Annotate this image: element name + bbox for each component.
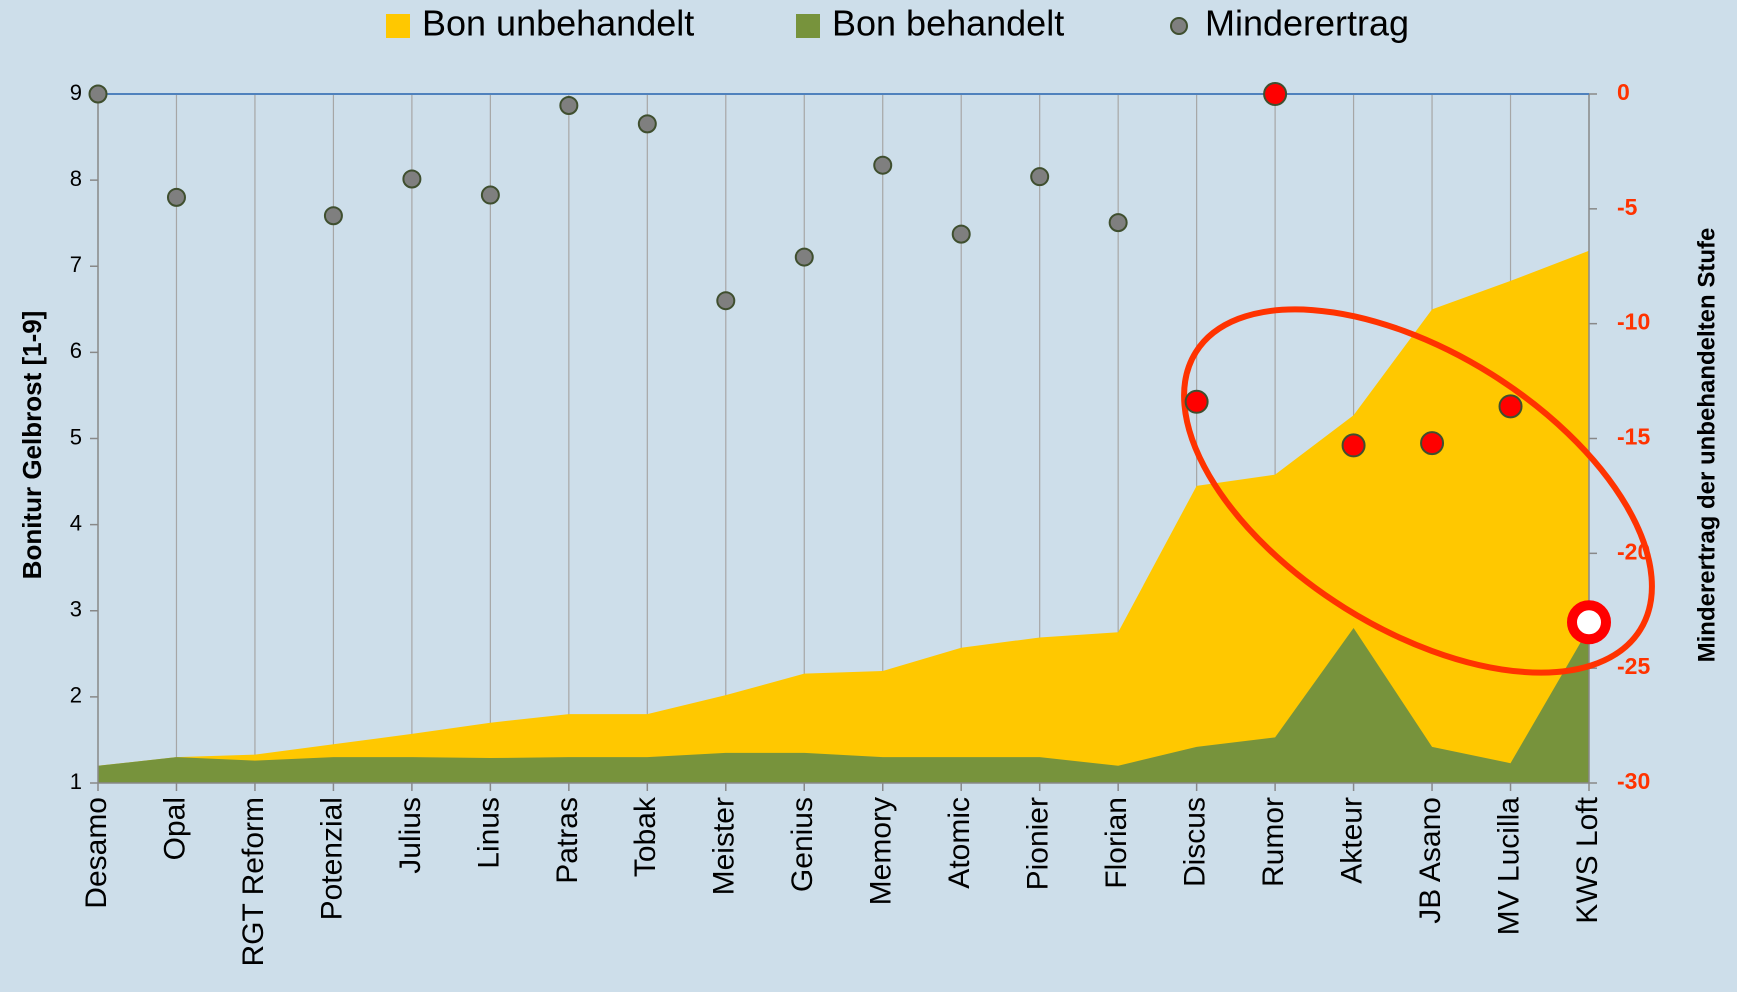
x-tick-label: Tobak <box>629 796 662 877</box>
point <box>873 155 893 175</box>
y-tick-label: 8 <box>70 166 82 191</box>
highlight-ellipse <box>1181 306 1655 676</box>
point <box>1108 213 1128 233</box>
x-tick-label: Patras <box>551 797 584 884</box>
area <box>98 250 1589 783</box>
point <box>166 187 186 207</box>
x-tick-label: Julius <box>394 797 427 874</box>
y-tick-label: 3 <box>70 597 82 622</box>
x-tick-label: Discus <box>1179 797 1212 887</box>
y2-tick-label: -5 <box>1617 194 1638 220</box>
point <box>1420 431 1445 456</box>
point <box>480 185 500 205</box>
point <box>794 247 814 267</box>
y2-axis-label: Minderertrag der unbehandelten Stufe <box>1693 228 1720 663</box>
x-tick-label: Florian <box>1100 797 1133 889</box>
legend-label: Bon unbehandelt <box>422 3 694 44</box>
point <box>1030 167 1050 187</box>
x-tick-label: Genius <box>786 797 819 892</box>
y-tick-label: 4 <box>70 510 82 535</box>
point <box>1567 600 1611 645</box>
x-tick-label: JB Asano <box>1414 797 1447 924</box>
y-axis-label: Bonitur Gelbrost [1-9] <box>17 311 47 580</box>
x-tick-label: Akteur <box>1336 797 1369 884</box>
x-tick-label: Memory <box>865 797 898 905</box>
point <box>1498 394 1523 419</box>
x-tick-label: Potenzial <box>315 797 348 920</box>
y-tick-label: 6 <box>70 338 82 363</box>
x-tick-label: Opal <box>158 797 191 860</box>
x-tick-label: Linus <box>472 797 505 869</box>
y-tick-label: 5 <box>70 424 82 449</box>
y2-tick-label: -30 <box>1617 768 1650 794</box>
x-tick-label: Rumor <box>1257 797 1290 887</box>
point <box>637 114 657 134</box>
x-tick-label: RGT Reform <box>237 797 270 966</box>
y2-tick-label: -10 <box>1617 309 1650 335</box>
y-tick-label: 2 <box>70 683 82 708</box>
x-tick-label: MV Lucilla <box>1492 797 1525 936</box>
x-tick-label: Meister <box>708 797 741 895</box>
area <box>98 627 1589 783</box>
x-tick-label: Desamo <box>80 797 113 909</box>
y2-tick-label: -15 <box>1617 424 1650 450</box>
point <box>323 206 343 226</box>
x-tick-label: KWS Loft <box>1571 796 1604 923</box>
legend-label: Bon behandelt <box>832 3 1064 44</box>
point <box>1184 389 1209 414</box>
y2-tick-label: -25 <box>1617 653 1650 679</box>
x-tick-label: Pionier <box>1022 797 1055 890</box>
y-tick-label: 9 <box>70 80 82 105</box>
legend-label: Minderertrag <box>1205 3 1409 44</box>
x-tick-label: Atomic <box>943 797 976 889</box>
legend-marker <box>1170 17 1188 35</box>
legend-marker <box>386 14 410 38</box>
point <box>951 224 971 244</box>
y-tick-label: 7 <box>70 252 82 277</box>
point <box>716 291 736 311</box>
point <box>402 169 422 189</box>
y-tick-label: 1 <box>70 769 82 794</box>
legend-marker <box>796 14 820 38</box>
point <box>88 84 108 104</box>
point <box>559 95 579 115</box>
point <box>1263 82 1288 106</box>
point <box>1341 433 1366 458</box>
y2-tick-label: 0 <box>1617 79 1630 105</box>
